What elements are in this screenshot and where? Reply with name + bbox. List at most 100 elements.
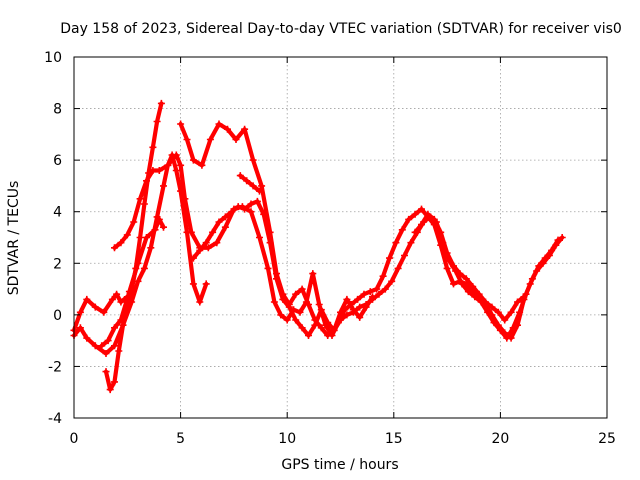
data-point — [213, 239, 221, 247]
series-trace — [178, 121, 561, 341]
data-point — [528, 275, 536, 283]
data-point — [354, 295, 362, 303]
data-point — [450, 262, 457, 270]
data-point — [247, 208, 255, 216]
data-point — [456, 270, 464, 278]
data-point — [373, 285, 381, 293]
data-point — [196, 246, 204, 254]
y-tick-label: 10 — [44, 50, 62, 66]
data-point — [450, 280, 457, 288]
data-point — [113, 290, 121, 298]
data-point — [256, 187, 263, 195]
x-tick-label: 20 — [491, 431, 509, 447]
data-point — [209, 228, 217, 236]
data-point — [172, 167, 180, 174]
data-point — [317, 324, 325, 332]
data-point — [187, 228, 195, 236]
data-point — [356, 303, 364, 311]
data-point — [249, 156, 257, 164]
series-trace-5 — [177, 120, 562, 342]
data-point — [181, 195, 189, 203]
data-point — [315, 301, 323, 308]
data-point — [160, 182, 167, 190]
data-point — [462, 275, 470, 283]
data-point — [143, 234, 150, 241]
data-point — [196, 298, 204, 306]
data-point — [507, 308, 515, 316]
data-point — [311, 321, 319, 329]
data-point — [117, 239, 125, 247]
y-tick-label: 0 — [53, 308, 62, 324]
data-point — [104, 337, 112, 345]
data-point — [228, 208, 236, 216]
data-point — [164, 161, 172, 169]
y-tick-label: 6 — [53, 153, 62, 169]
data-point — [100, 308, 108, 316]
data-point — [253, 197, 261, 205]
data-point — [405, 215, 413, 223]
data-point — [379, 272, 387, 280]
data-point — [401, 252, 408, 259]
data-point — [292, 290, 300, 298]
data-point — [155, 167, 163, 174]
data-point — [381, 285, 389, 293]
series-trace-3 — [102, 99, 165, 394]
data-point — [157, 99, 165, 107]
data-point — [241, 125, 249, 133]
data-point — [91, 342, 99, 350]
data-point — [155, 215, 163, 223]
data-point — [305, 301, 312, 308]
data-point — [520, 293, 528, 301]
data-point — [464, 288, 472, 296]
data-point — [285, 303, 293, 311]
data-point — [258, 182, 266, 190]
data-point — [111, 342, 118, 350]
data-point — [443, 249, 451, 257]
data-point — [375, 290, 383, 298]
data-point — [418, 205, 425, 213]
data-point — [147, 244, 155, 252]
data-point — [343, 311, 351, 319]
series-trace — [238, 173, 262, 194]
data-point — [298, 324, 306, 332]
data-point — [189, 156, 197, 164]
data-point — [91, 303, 99, 311]
data-point — [140, 264, 148, 272]
data-point — [503, 334, 511, 342]
data-point — [247, 200, 255, 208]
data-point — [153, 118, 161, 125]
data-point — [337, 308, 344, 316]
data-point — [558, 234, 566, 241]
data-point — [548, 246, 556, 254]
data-point — [398, 226, 406, 234]
data-point — [123, 231, 131, 239]
data-point — [475, 290, 483, 298]
data-point — [221, 213, 229, 221]
x-tick-label: 10 — [278, 431, 296, 447]
data-point — [362, 303, 370, 311]
data-point — [458, 280, 466, 288]
x-axis-label: GPS time / hours — [281, 457, 398, 473]
data-point — [324, 319, 332, 327]
data-point — [496, 326, 504, 334]
data-point — [277, 311, 285, 319]
data-point — [501, 316, 509, 324]
series-trace — [413, 212, 527, 323]
data-point — [264, 264, 272, 272]
data-point — [224, 125, 231, 133]
y-axis-label: SDTVAR / TECUs — [6, 181, 22, 296]
data-point — [111, 378, 118, 386]
data-point — [83, 295, 91, 303]
data-point — [215, 120, 223, 128]
data-point — [260, 210, 268, 218]
data-point — [514, 298, 521, 306]
data-point — [266, 239, 274, 247]
plot-series — [70, 99, 566, 394]
data-point — [482, 298, 489, 306]
data-point — [273, 275, 280, 283]
data-point — [443, 264, 451, 272]
chart-title: Day 158 of 2023, Sidereal Day-to-day VTE… — [60, 21, 622, 37]
data-point — [317, 306, 325, 314]
data-point — [488, 303, 496, 311]
data-point — [490, 319, 498, 327]
